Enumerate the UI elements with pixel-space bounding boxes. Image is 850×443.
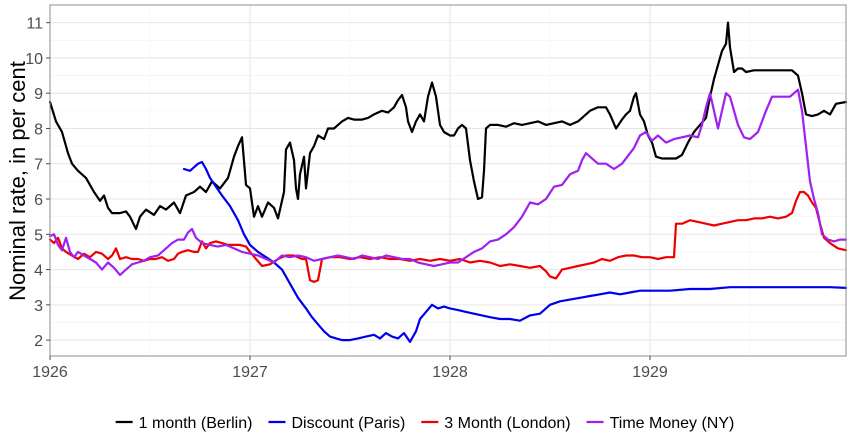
x-tick-label: 1927 xyxy=(232,364,268,381)
series-line-3 xyxy=(48,88,848,276)
y-tick-label: 10 xyxy=(25,51,43,68)
x-tick-label: 1928 xyxy=(432,364,468,381)
legend: 1 month (Berlin) Discount (Paris) 3 Month … xyxy=(115,415,735,432)
y-tick-label: 6 xyxy=(34,192,43,209)
y-tick-label: 3 xyxy=(34,298,43,315)
legend-item-3: Time Money (NY) xyxy=(586,415,735,432)
series-line-1 xyxy=(182,160,848,343)
x-axis: 1926 1927 1928 1929 xyxy=(32,356,668,381)
legend-label: 3 Month (London) xyxy=(444,415,570,432)
legend-item-1: Discount (Paris) xyxy=(268,415,405,432)
legend-label: Time Money (NY) xyxy=(610,415,735,432)
legend-item-2: 3 Month (London) xyxy=(421,415,571,432)
panel-border xyxy=(49,4,847,357)
y-tick-label: 2 xyxy=(34,333,43,350)
legend-item-0: 1 month (Berlin) xyxy=(115,415,253,432)
y-tick-label: 8 xyxy=(34,121,43,138)
y-axis: 2 3 4 5 6 7 8 9 10 11 xyxy=(25,16,50,350)
y-axis-title: Nominal rate, in per cent xyxy=(5,61,30,301)
legend-label: Discount (Paris) xyxy=(291,415,405,432)
series-line-0 xyxy=(48,21,848,231)
y-tick-label: 9 xyxy=(34,86,43,103)
y-tick-label: 4 xyxy=(34,263,43,280)
y-tick-label: 11 xyxy=(26,16,43,33)
series-lines xyxy=(48,21,848,343)
grid xyxy=(49,5,846,356)
y-tick-label: 5 xyxy=(34,227,43,244)
x-tick-label: 1926 xyxy=(32,364,68,381)
y-tick-label: 7 xyxy=(34,157,43,174)
x-tick-label: 1929 xyxy=(632,364,668,381)
legend-label: 1 month (Berlin) xyxy=(139,415,253,432)
